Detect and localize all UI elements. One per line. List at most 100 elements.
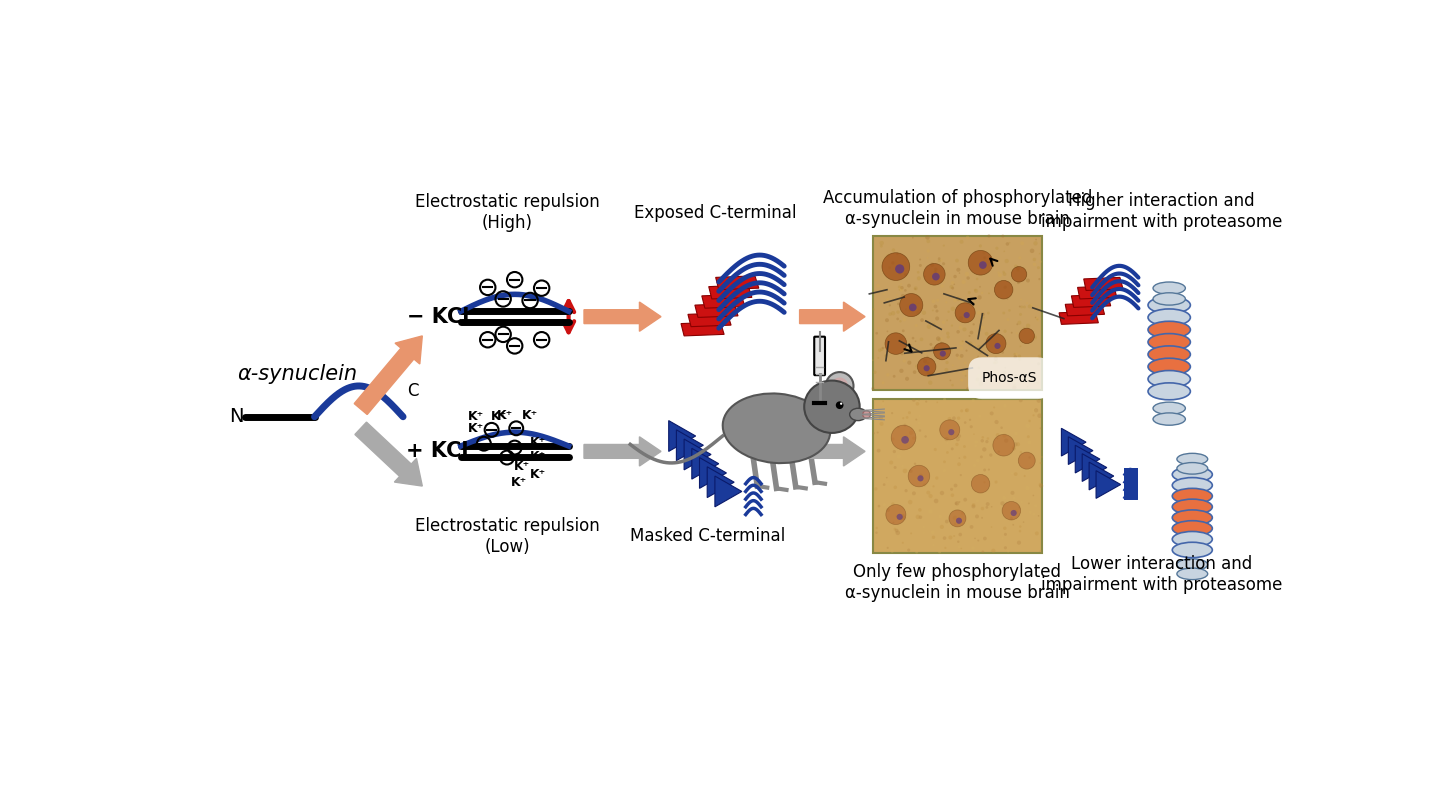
Circle shape [962,327,966,331]
Circle shape [1040,484,1043,488]
Circle shape [1030,249,1034,253]
Ellipse shape [1148,322,1191,339]
Text: Phos-αS: Phos-αS [982,371,1038,386]
Circle shape [932,544,935,546]
Circle shape [923,365,930,371]
Circle shape [876,526,878,529]
Circle shape [972,475,989,493]
Circle shape [909,308,913,311]
Circle shape [946,451,949,454]
Circle shape [1020,328,1034,343]
Circle shape [1021,501,1022,503]
Circle shape [969,419,971,421]
Circle shape [955,501,959,505]
Circle shape [903,424,907,427]
Circle shape [919,508,922,512]
Ellipse shape [1172,467,1212,482]
Circle shape [950,281,955,284]
Circle shape [989,411,994,416]
Circle shape [963,421,966,424]
Polygon shape [1066,303,1104,316]
Circle shape [953,299,956,302]
Circle shape [995,280,1012,299]
Circle shape [1001,234,1005,237]
Circle shape [976,311,981,315]
Polygon shape [1076,446,1100,473]
Circle shape [919,429,922,432]
Ellipse shape [804,381,860,433]
Circle shape [940,259,943,262]
Circle shape [959,474,962,476]
Circle shape [1020,451,1022,454]
Circle shape [924,402,927,404]
Circle shape [971,546,975,550]
Circle shape [955,303,975,323]
Circle shape [909,465,930,487]
Circle shape [903,359,906,363]
Circle shape [873,371,877,374]
Circle shape [963,456,966,458]
Circle shape [1028,305,1031,309]
Circle shape [896,294,897,296]
Circle shape [888,313,891,316]
Circle shape [1011,472,1014,475]
Circle shape [1022,305,1025,309]
Ellipse shape [1172,499,1212,514]
Circle shape [1004,526,1007,530]
Polygon shape [1061,428,1086,456]
Circle shape [978,356,979,357]
Circle shape [932,347,935,350]
Circle shape [1038,356,1041,360]
Circle shape [926,361,930,364]
Circle shape [901,514,904,518]
Circle shape [981,292,984,294]
Circle shape [959,341,963,345]
Circle shape [1021,241,1024,245]
Circle shape [907,500,913,505]
Circle shape [943,398,946,401]
Circle shape [899,285,901,288]
Circle shape [899,289,900,291]
Circle shape [901,465,904,467]
Circle shape [871,387,874,390]
Polygon shape [585,302,661,331]
Circle shape [1028,502,1030,505]
Circle shape [1025,323,1030,328]
Circle shape [940,337,943,340]
Circle shape [968,342,972,346]
Circle shape [893,504,897,507]
Circle shape [1027,441,1031,445]
Circle shape [937,551,942,553]
Circle shape [1037,399,1041,403]
Text: Accumulation of phosphorylated
α-synuclein in mouse brain: Accumulation of phosphorylated α-synucle… [822,190,1092,228]
Circle shape [955,502,958,505]
Circle shape [948,310,950,313]
Circle shape [881,382,884,384]
Circle shape [887,254,890,258]
Circle shape [973,289,976,292]
Circle shape [1012,380,1015,384]
Circle shape [896,531,900,535]
Circle shape [936,402,937,403]
Ellipse shape [1148,296,1191,313]
Text: Masked C-terminal: Masked C-terminal [629,527,785,545]
Circle shape [1037,362,1040,365]
Circle shape [873,433,876,434]
Circle shape [1035,239,1037,241]
Circle shape [873,308,874,310]
Circle shape [1025,424,1030,428]
Circle shape [903,469,907,473]
Text: K⁺: K⁺ [530,450,546,463]
Circle shape [887,330,888,332]
Circle shape [953,521,958,524]
Circle shape [1032,408,1037,412]
Circle shape [886,298,890,302]
Circle shape [960,301,963,304]
Circle shape [1009,517,1012,520]
Circle shape [917,307,922,311]
Circle shape [887,481,888,483]
Circle shape [877,327,880,329]
Text: − KCl: − KCl [406,307,469,326]
Circle shape [960,512,963,514]
Circle shape [1020,305,1021,308]
